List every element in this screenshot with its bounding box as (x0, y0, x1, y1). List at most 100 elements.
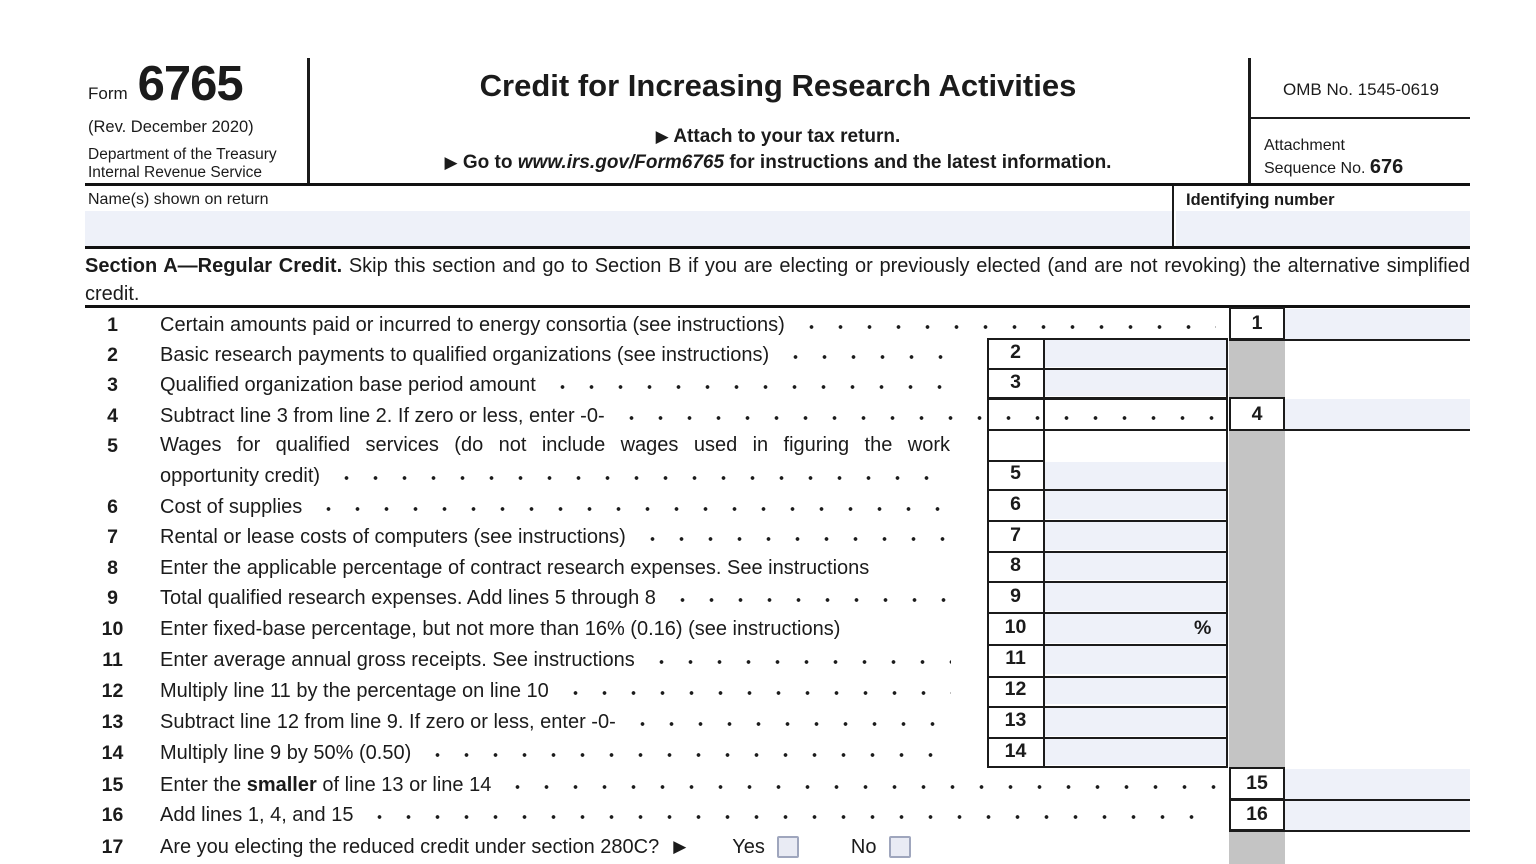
line-11-amount-field[interactable] (1044, 646, 1226, 674)
line-number: 2 (107, 343, 118, 366)
name-row-bottom-rule (85, 246, 1470, 249)
dot-leader (646, 650, 951, 670)
line-5-desc-line2: opportunity credit) (160, 464, 321, 487)
line-10-box-number: 10 (1004, 616, 1027, 638)
line-12-amount-field[interactable] (1044, 677, 1226, 704)
inner-table-right-border (1226, 338, 1228, 768)
line-10-amount-field[interactable] (1044, 614, 1226, 643)
line-16-box-number: 16 (1229, 798, 1285, 831)
line-8-box-number: 8 (1010, 554, 1021, 576)
dot-leader (616, 406, 1216, 426)
line-2-amount-field[interactable] (1044, 340, 1226, 367)
line-1-desc: Certain amounts paid or incurred to ener… (160, 313, 785, 336)
line-3-amount-field[interactable] (1044, 370, 1226, 396)
section-a-text: Skip this section and go to Section B if… (85, 255, 1470, 305)
form-title: Credit for Increasing Research Activitie… (479, 68, 1077, 103)
line-8-amount-field[interactable] (1044, 553, 1226, 580)
pointer-icon: ▶ (444, 153, 458, 172)
line-6-desc: Cost of supplies (160, 495, 303, 518)
attachment-label: Attachment (1264, 137, 1345, 154)
line-16-amount-field[interactable] (1285, 800, 1470, 830)
line-5-box-number: 5 (1010, 462, 1021, 484)
irs-url: www.irs.gov/Form6765 (517, 152, 725, 173)
line-number: 5 (107, 435, 118, 457)
pointer-icon: ▶ (673, 837, 687, 856)
line-number: 9 (107, 586, 118, 609)
line-7-desc: Rental or lease costs of computers (see … (160, 525, 626, 548)
line-7-amount-field[interactable] (1044, 522, 1226, 550)
line-8-desc: Enter the applicable percentage of contr… (160, 556, 870, 579)
line-14-row: 14 Multiply line 9 by 50% (0.50) (85, 738, 953, 768)
header-divider-right (1248, 58, 1251, 184)
line-17-row: 17 Are you electing the reduced credit u… (85, 832, 1085, 862)
line-10-row: 10 Enter fixed-base percentage, but not … (85, 614, 953, 644)
line-15-desc-pre: Enter the (160, 773, 247, 796)
line-5-desc-line1: Wages for qualified services (do not inc… (160, 434, 950, 456)
agency-line-1: Department of the Treasury (88, 146, 277, 163)
line-3-box-number: 3 (1010, 371, 1021, 393)
line-15-desc-bold: smaller (246, 773, 317, 796)
line-15-desc-post: of line 13 or line 14 (316, 773, 492, 796)
line-number: 8 (107, 556, 118, 579)
line-2-desc: Basic research payments to qualified org… (160, 343, 770, 366)
dot-leader (314, 497, 951, 517)
sequence-number: 676 (1369, 156, 1404, 178)
line-5-amount-field[interactable] (1044, 462, 1226, 489)
pointer-icon: ▶ (655, 127, 669, 146)
inner-rule (987, 520, 1228, 522)
line-15-amount-field[interactable] (1285, 769, 1470, 799)
line-4-box-number: 4 (1229, 397, 1285, 431)
omb-divider (1248, 117, 1470, 119)
line-6-row: 6 Cost of supplies (85, 492, 953, 522)
line-1-amount-field[interactable] (1285, 309, 1470, 339)
inner-table-number-divider (1043, 338, 1045, 768)
line-number: 13 (101, 710, 124, 733)
line-14-amount-field[interactable] (1044, 739, 1226, 765)
line-13-amount-field[interactable] (1044, 708, 1226, 736)
line-7-row: 7 Rental or lease costs of computers (se… (85, 522, 953, 552)
line-number: 3 (107, 373, 118, 396)
identifying-number-input[interactable] (1176, 211, 1470, 246)
line-12-box-number: 12 (1004, 678, 1027, 700)
inner-rule (987, 397, 1228, 400)
line-number: 1 (107, 313, 118, 336)
line-9-amount-field[interactable] (1044, 583, 1226, 611)
line-number: 6 (107, 495, 118, 518)
inner-rule (987, 644, 1228, 646)
header-bottom-rule (85, 183, 1470, 186)
line-13-box-number: 13 (1004, 709, 1027, 731)
line-1-box-number: 1 (1229, 307, 1285, 340)
inner-rule (987, 612, 1228, 614)
goto-prefix: Go to (462, 152, 513, 173)
outer-rule (1229, 429, 1470, 431)
line-number: 15 (101, 773, 124, 796)
line-4-row: 4 Subtract line 3 from line 2. If zero o… (85, 401, 1218, 431)
line-6-amount-field[interactable] (1044, 491, 1226, 519)
line-number: 7 (107, 525, 118, 548)
inner-rule (987, 338, 1228, 340)
line-4-amount-field[interactable] (1285, 399, 1470, 429)
percent-sign: % (1194, 617, 1212, 639)
line-number: 10 (101, 617, 124, 640)
dot-leader (423, 743, 951, 763)
name-input[interactable] (85, 211, 1172, 246)
dot-leader (365, 805, 1216, 825)
line-5-row: opportunity credit) (160, 461, 953, 491)
inner-rule (987, 706, 1228, 708)
agency-line-2: Internal Revenue Service (88, 164, 263, 182)
inner-rule (987, 429, 1228, 431)
yes-checkbox[interactable] (776, 836, 799, 858)
line-14-desc: Multiply line 9 by 50% (0.50) (160, 741, 412, 764)
dot-leader (796, 315, 1216, 335)
line-number: 16 (101, 803, 124, 826)
no-checkbox[interactable] (888, 836, 911, 858)
section-a-bottom-rule (85, 305, 1470, 308)
outer-rule (1229, 339, 1470, 341)
line-16-desc: Add lines 1, 4, and 15 (160, 803, 354, 826)
line-15-row: 15 Enter the smaller of line 13 or line … (85, 770, 1218, 800)
revision-date: (Rev. December 2020) (88, 118, 254, 136)
inner-rule (987, 737, 1228, 739)
line-10-desc: Enter fixed-base percentage, but not mor… (160, 617, 841, 640)
section-a-lead: Section A—Regular Credit. (85, 255, 343, 277)
